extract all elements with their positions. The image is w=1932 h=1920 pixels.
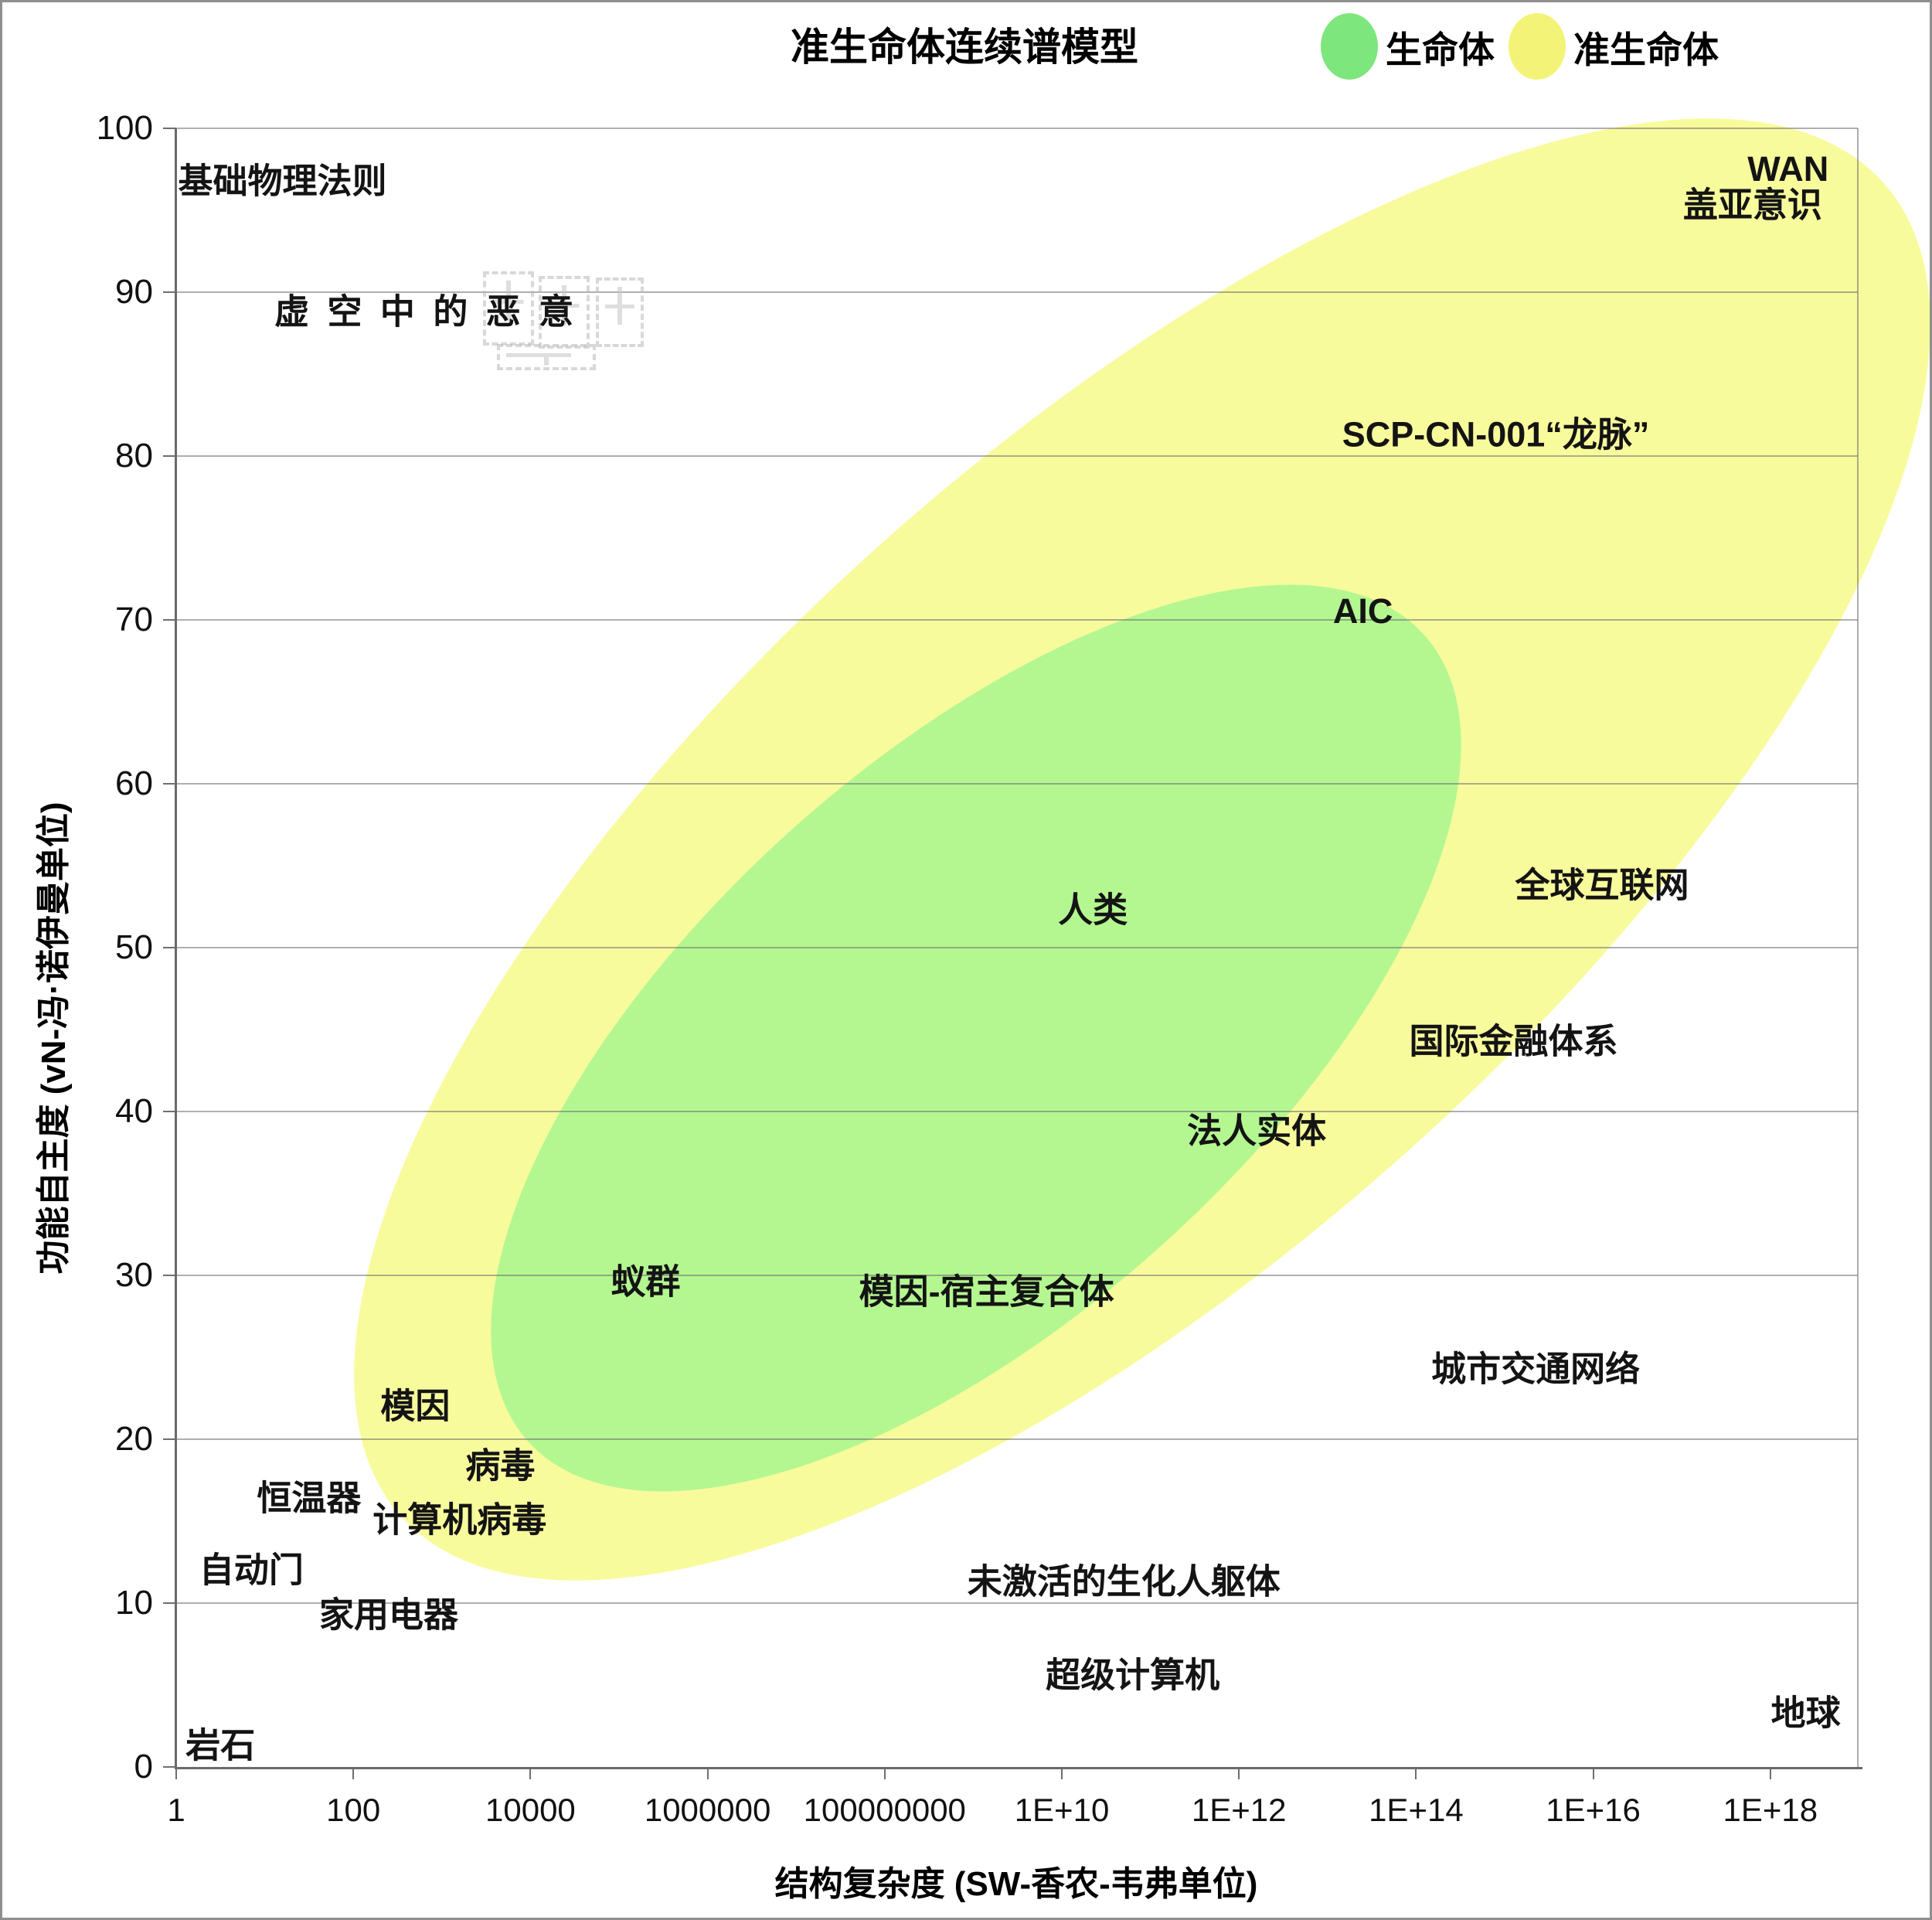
y-tick-10 <box>163 1602 176 1604</box>
x-tick-label-1: 1 <box>167 1792 185 1828</box>
x-tick-label-1E+14: 1E+14 <box>1369 1792 1464 1828</box>
gridline-y-80 <box>176 455 1858 457</box>
x-tick-1 <box>175 1767 177 1779</box>
gridline-y-10 <box>176 1602 1858 1604</box>
y-tick-label-0: 0 <box>134 1748 153 1786</box>
legend-label: 生命体 <box>1386 29 1495 70</box>
point-label-虚空中的恶意: 虚空中的恶意 <box>274 291 592 332</box>
legend-item-1: 准生命体 <box>1509 13 1719 80</box>
point-label-超级计算机: 超级计算机 <box>1046 1655 1220 1695</box>
legend: 生命体 准生命体 <box>1321 13 1719 80</box>
erased-ghost-glyph-icon <box>596 277 644 347</box>
y-tick-label-50: 50 <box>115 928 153 966</box>
x-tick-label-1000000: 1000000 <box>644 1792 771 1828</box>
gridline-y-100 <box>176 128 1858 129</box>
point-label-SCP-CN-001“龙脉”: SCP-CN-001“龙脉” <box>1342 414 1650 454</box>
x-tick-10000 <box>529 1767 532 1779</box>
gridline-y-50 <box>176 947 1858 948</box>
point-label-恒温器: 恒温器 <box>257 1478 362 1518</box>
y-tick-100 <box>163 128 176 129</box>
point-label-城市交通网络: 城市交通网络 <box>1431 1349 1641 1389</box>
x-tick-label-100: 100 <box>326 1792 381 1828</box>
y-tick-label-20: 20 <box>115 1420 153 1458</box>
x-tick-100 <box>352 1767 355 1779</box>
gridline-y-90 <box>176 291 1858 293</box>
gridline-y-60 <box>176 783 1858 785</box>
y-tick-40 <box>163 1111 176 1112</box>
y-tick-label-70: 70 <box>115 601 153 638</box>
y-tick-label-100: 100 <box>96 109 153 147</box>
x-tick-1E+12 <box>1238 1767 1240 1779</box>
y-tick-label-10: 10 <box>115 1584 153 1622</box>
y-tick-label-80: 80 <box>115 437 153 475</box>
gridline-y-40 <box>176 1111 1858 1112</box>
x-tick-1E+16 <box>1592 1767 1594 1779</box>
erased-ghost-glyph-icon <box>497 344 596 370</box>
x-axis-title: 结构复杂度 (SW-香农-韦弗单位) <box>774 1865 1258 1903</box>
point-label-自动门: 自动门 <box>199 1550 304 1590</box>
legend-swatch-icon <box>1509 13 1566 80</box>
y-tick-90 <box>163 291 176 293</box>
legend-swatch-icon <box>1321 13 1378 80</box>
x-tick-1E+14 <box>1415 1767 1417 1779</box>
point-label-未激活的生化人躯体: 未激活的生化人躯体 <box>967 1561 1281 1602</box>
legend-label: 准生命体 <box>1573 29 1719 70</box>
y-tick-20 <box>163 1438 176 1440</box>
x-tick-label-100000000: 100000000 <box>803 1792 966 1828</box>
point-label-蚁群: 蚁群 <box>611 1261 681 1302</box>
y-tick-70 <box>163 619 176 621</box>
x-tick-1E+10 <box>1061 1767 1063 1779</box>
point-label-人类: 人类 <box>1058 890 1128 930</box>
point-label-WAN: WAN <box>1747 149 1829 189</box>
legend-item-0: 生命体 <box>1321 13 1495 80</box>
point-label-岩石: 岩石 <box>185 1725 256 1765</box>
y-tick-label-90: 90 <box>115 273 153 311</box>
x-axis-line <box>175 1767 1862 1769</box>
point-label-AIC: AIC <box>1332 591 1393 631</box>
y-tick-label-30: 30 <box>115 1256 153 1294</box>
plot-right-border <box>1857 128 1859 1767</box>
y-tick-60 <box>163 783 176 785</box>
x-tick-label-1E+10: 1E+10 <box>1014 1792 1110 1828</box>
y-tick-label-40: 40 <box>115 1092 153 1130</box>
x-tick-label-10000: 10000 <box>485 1792 576 1828</box>
point-label-法人实体: 法人实体 <box>1187 1111 1327 1151</box>
y-tick-50 <box>163 947 176 948</box>
x-tick-label-1E+16: 1E+16 <box>1546 1792 1641 1828</box>
y-axis-line <box>175 128 177 1767</box>
point-label-基础物理法则: 基础物理法则 <box>178 161 387 201</box>
chart-title: 准生命体连续谱模型 <box>791 26 1138 69</box>
x-tick-label-1E+12: 1E+12 <box>1191 1792 1287 1828</box>
point-label-地球: 地球 <box>1770 1693 1841 1733</box>
point-label-全球互联网: 全球互联网 <box>1515 865 1689 905</box>
x-tick-label-1E+18: 1E+18 <box>1723 1792 1818 1828</box>
y-tick-30 <box>163 1275 176 1276</box>
point-label-病毒: 病毒 <box>465 1445 536 1486</box>
point-label-国际金融体系: 国际金融体系 <box>1409 1021 1618 1061</box>
gridline-y-70 <box>176 619 1858 621</box>
point-label-计算机病毒: 计算机病毒 <box>372 1500 547 1540</box>
x-tick-1E+18 <box>1769 1767 1771 1779</box>
y-tick-0 <box>163 1766 176 1768</box>
gridline-y-30 <box>176 1275 1858 1276</box>
y-tick-label-60: 60 <box>115 764 153 802</box>
point-label-模因-宿主复合体: 模因-宿主复合体 <box>859 1271 1114 1312</box>
y-axis-title: 功能自主度 (vN-冯·诺伊曼单位) <box>35 802 73 1275</box>
gridline-y-20 <box>176 1438 1858 1440</box>
y-tick-80 <box>163 455 176 457</box>
x-tick-1000000 <box>706 1767 709 1779</box>
point-label-盖亚意识: 盖亚意识 <box>1682 185 1822 225</box>
x-tick-100000000 <box>883 1767 886 1779</box>
point-label-模因: 模因 <box>380 1386 451 1426</box>
point-label-家用电器: 家用电器 <box>319 1595 459 1635</box>
